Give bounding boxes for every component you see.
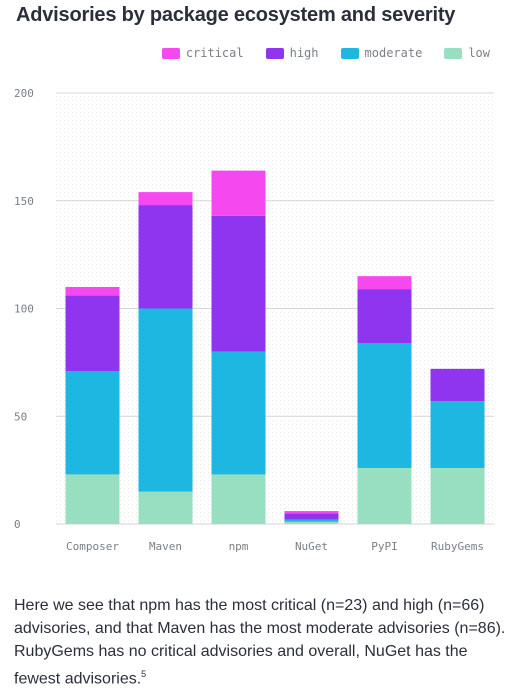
x-tick-label: RubyGems [431, 540, 484, 553]
x-tick-label: PyPI [371, 540, 398, 553]
bar-segment-low [138, 491, 193, 524]
footnote-marker[interactable]: 5 [141, 669, 147, 679]
x-tick-label: Maven [149, 540, 182, 553]
legend-item-low[interactable]: low [444, 46, 490, 60]
bar-segment-high [357, 289, 412, 343]
legend-swatch-low [444, 47, 463, 59]
y-tick-label: 0 [14, 518, 21, 531]
bar-segment-high [430, 368, 485, 402]
bar-segment-low [211, 474, 266, 524]
chart-title: Advisories by package ecosystem and seve… [16, 4, 456, 26]
x-tick-label: NuGet [295, 540, 328, 553]
y-tick-label: 200 [14, 87, 34, 100]
legend-item-critical[interactable]: critical [161, 46, 244, 60]
caption-text: Here we see that npm has the most critic… [14, 597, 506, 688]
stacked-bar-chart: 0 50 100 150 200 Composer Maven npm NuGet PyPI Rub… [14, 87, 494, 553]
legend-item-high[interactable]: high [265, 46, 319, 60]
bar-segment-moderate [357, 342, 412, 468]
y-tick-label: 50 [14, 410, 27, 423]
bar-segment-moderate [65, 370, 120, 475]
bar-segment-moderate [284, 519, 339, 522]
bar-segment-critical [284, 511, 339, 514]
bar-segment-moderate [138, 308, 193, 492]
bar-segment-critical [65, 286, 120, 296]
bar-segment-low [357, 467, 412, 524]
bar-segment-critical [138, 192, 193, 206]
y-tick-label: 150 [14, 195, 34, 208]
bar-segment-high [284, 513, 339, 520]
bar-segment-high [211, 215, 266, 352]
legend-label-critical: critical [185, 46, 244, 60]
chart-legend: critical high moderate low [161, 46, 490, 60]
legend-item-moderate[interactable]: moderate [340, 46, 423, 60]
x-tick-label: npm [229, 540, 249, 553]
bar-segment-high [65, 295, 120, 371]
y-tick-label: 100 [14, 303, 34, 316]
legend-swatch-high [265, 47, 284, 59]
bar-segment-low [430, 467, 485, 524]
x-tick-label: Composer [66, 540, 119, 553]
legend-label-low: low [468, 46, 490, 60]
bar-segment-low [284, 521, 339, 524]
bar-segment-high [138, 205, 193, 309]
legend-swatch-moderate [340, 47, 359, 59]
bar-segment-moderate [211, 351, 266, 475]
bar-segment-moderate [430, 401, 485, 468]
legend-label-moderate: moderate [364, 46, 423, 60]
bar-segment-low [65, 474, 120, 524]
legend-label-high: high [289, 46, 319, 60]
bar-segment-critical [357, 276, 412, 290]
chart-caption: Here we see that npm has the most critic… [14, 594, 510, 690]
bar-segment-critical [211, 170, 266, 216]
legend-swatch-critical [161, 47, 180, 59]
